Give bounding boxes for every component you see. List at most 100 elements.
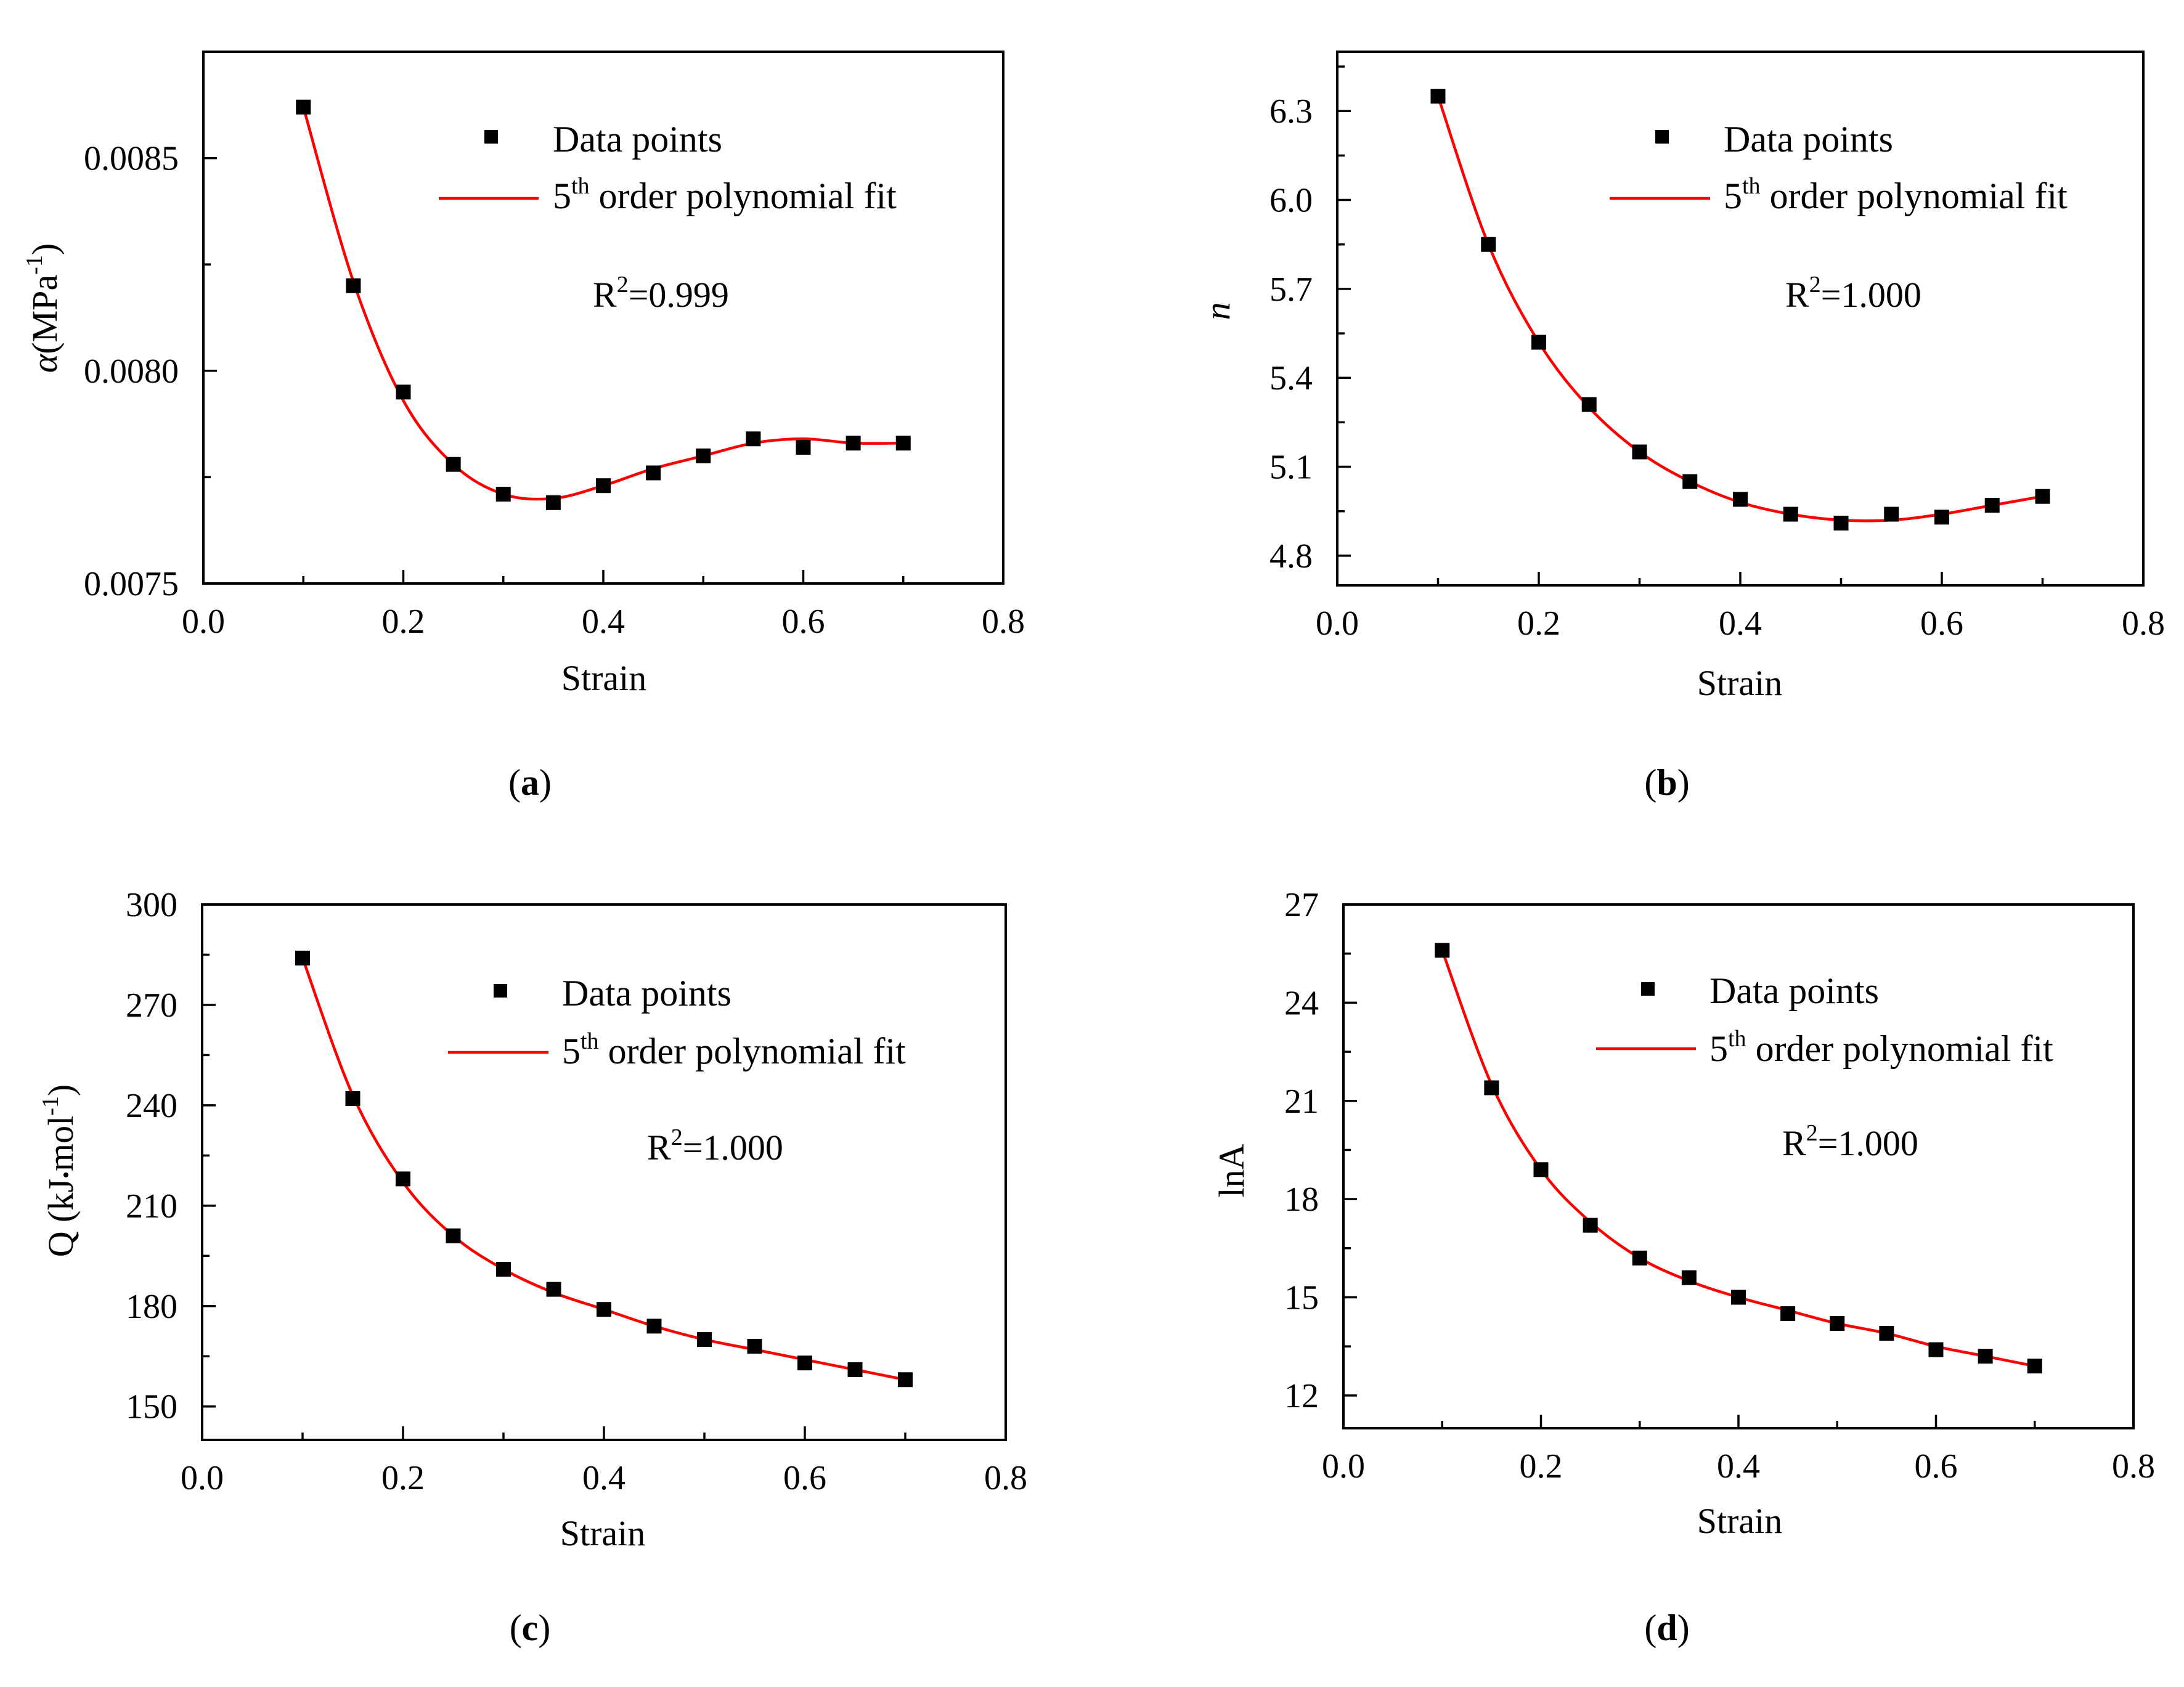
panel-a-data-point: [845, 436, 861, 451]
panel-c-data-point: [847, 1362, 863, 1377]
panel-c-data-point: [898, 1372, 913, 1388]
panel-c-data-point: [396, 1171, 410, 1187]
panel-a-x-tick-label: 0.8: [982, 603, 1025, 641]
panel-c-data-point: [345, 1091, 361, 1107]
panel-b-data-point: [1430, 89, 1446, 104]
panel-c-y-tick-label: 300: [126, 886, 177, 924]
panel-b-data-point: [1884, 506, 1899, 522]
panel-b-data-point: [1632, 444, 1647, 460]
panel-c-y-tick-label: 150: [126, 1388, 177, 1426]
panel-d-x-tick-label: 0.4: [1717, 1447, 1760, 1486]
panel-c-caption: (c): [510, 1608, 551, 1648]
panel-b-data-point: [2035, 489, 2050, 504]
panel-a-data-point: [596, 478, 611, 494]
panel-a-data-point: [346, 278, 361, 293]
panel-a-legend-fit-label: 5th order polynomial fit: [553, 173, 897, 216]
panel-a-y-axis-label: α(MPa-1): [22, 243, 65, 373]
panel-c-y-tick-label: 210: [126, 1187, 177, 1226]
panel-c-data-point: [295, 950, 310, 965]
panel-b-y-tick-label: 4.8: [1269, 537, 1313, 575]
panel-b-x-tick-label: 0.8: [2122, 604, 2165, 643]
panel-b-legend-points-label: Data points: [1724, 119, 1893, 160]
panel-c-data-point: [446, 1228, 461, 1243]
panel-c-y-tick-label: 180: [126, 1288, 177, 1326]
panel-d-caption: (d): [1644, 1608, 1689, 1648]
panel-a-y-tick-label: 0.0080: [84, 352, 179, 391]
panel-a-x-tick-label: 0.2: [382, 603, 425, 641]
panel-b-data-point: [1934, 510, 1949, 525]
panel-b-x-tick-label: 0.2: [1517, 604, 1560, 643]
panel-a-data-point: [296, 99, 311, 115]
panel-b-data-point: [1833, 515, 1849, 530]
panel-d-data-point: [1632, 1250, 1647, 1266]
panel-b-data-point: [1581, 397, 1597, 412]
panel-c-x-tick-label: 0.4: [582, 1459, 625, 1497]
panel-c-legend-marker: [494, 984, 507, 998]
panel-a-x-tick-label: 0.6: [782, 603, 825, 641]
panel-b-y-tick-label: 6.0: [1269, 182, 1313, 220]
panel-b-x-tick-label: 0.4: [1719, 604, 1762, 643]
panel-d-data-point: [1484, 1080, 1499, 1096]
panel-a-data-point: [495, 487, 511, 502]
panel-a-y-tick-label: 0.0075: [84, 565, 179, 603]
panel-b-legend-fit-label: 5th order polynomial fit: [1724, 173, 2068, 216]
panel-c-x-tick-label: 0.0: [181, 1459, 224, 1497]
panel-a-x-tick-label: 0.0: [182, 603, 225, 641]
panel-a-x-tick-label: 0.4: [582, 603, 625, 641]
panel-c-y-axis-label: Q (kJ•mol-1): [38, 1084, 81, 1257]
panel-a-legend-points-label: Data points: [553, 119, 722, 160]
panel-c-x-tick-label: 0.2: [381, 1459, 425, 1497]
panel-d-r-squared: R2=1.000: [1782, 1120, 1918, 1163]
panel-b-y-tick-label: 6.3: [1269, 92, 1313, 131]
panel-d-y-tick-label: 24: [1284, 984, 1319, 1022]
panel-d-x-tick-label: 0.6: [1915, 1447, 1958, 1486]
panel-a-fit-curve: [302, 107, 903, 501]
panel-c-r-squared: R2=1.000: [647, 1124, 783, 1168]
panel-d-x-tick-label: 0.0: [1322, 1447, 1365, 1486]
panel-a-data-point: [796, 440, 811, 455]
panel-a-data-point: [446, 457, 461, 472]
panel-b-data-point: [1733, 492, 1748, 507]
panel-d-x-tick-label: 0.8: [2112, 1447, 2155, 1486]
panel-a-data-point: [746, 431, 761, 447]
panel-d-legend-marker: [1641, 982, 1655, 996]
panel-b-y-tick-label: 5.7: [1269, 270, 1313, 309]
panel-c: 0.0 0.2 0.4 0.6 0.8 150 180 210 240 270 300 Data po…: [38, 886, 1027, 1648]
panel-d-data-point: [1978, 1349, 1993, 1364]
panel-d-data-point: [1533, 1162, 1549, 1177]
panel-a-data-point: [895, 436, 911, 451]
panel-d-legend-points-label: Data points: [1709, 970, 1879, 1011]
panel-c-y-tick-label: 270: [126, 986, 177, 1025]
panel-d-x-axis-label: Strain: [1697, 1501, 1783, 1541]
panel-d-x-tick-label: 0.2: [1520, 1447, 1563, 1486]
panel-c-data-point: [697, 1332, 712, 1348]
panel-d-y-tick-label: 27: [1284, 886, 1319, 924]
panel-c-data-point: [546, 1282, 561, 1297]
panel-d-y-tick-label: 21: [1284, 1083, 1319, 1121]
panel-a-data-point: [396, 384, 411, 400]
panel-d-data-point: [1928, 1342, 1944, 1357]
panel-c-data-point: [496, 1262, 511, 1277]
panel-d-legend-fit-label: 5th order polynomial fit: [1709, 1026, 2053, 1069]
panel-b-caption: (b): [1644, 762, 1689, 803]
panel-a-data-point: [545, 495, 561, 510]
panel-d-y-tick-label: 12: [1284, 1377, 1319, 1415]
panel-b-r-squared: R2=1.000: [1785, 272, 1921, 315]
panel-a-data-point: [696, 448, 711, 463]
panel-d-y-axis-label: lnA: [1212, 1144, 1252, 1197]
panel-b-x-tick-label: 0.0: [1316, 604, 1359, 643]
panel-d-data-point: [1681, 1270, 1697, 1285]
panel-b-legend-marker: [1655, 130, 1669, 144]
panel-c-y-tick-label: 240: [126, 1087, 177, 1125]
panel-b-x-axis-label: Strain: [1697, 663, 1783, 703]
panel-b-data-point: [1984, 498, 2000, 513]
panel-d-data-point: [1830, 1316, 1845, 1331]
panel-c-x-tick-label: 0.6: [783, 1459, 826, 1497]
panel-c-legend-fit-label: 5th order polynomial fit: [562, 1028, 906, 1071]
panel-b-data-point: [1531, 335, 1546, 350]
panel-d-data-point: [1435, 943, 1450, 958]
panel-d-data-point: [1879, 1325, 1894, 1341]
panel-a-r-squared: R2=0.999: [593, 272, 729, 315]
panel-c-x-tick-label: 0.8: [984, 1459, 1027, 1497]
